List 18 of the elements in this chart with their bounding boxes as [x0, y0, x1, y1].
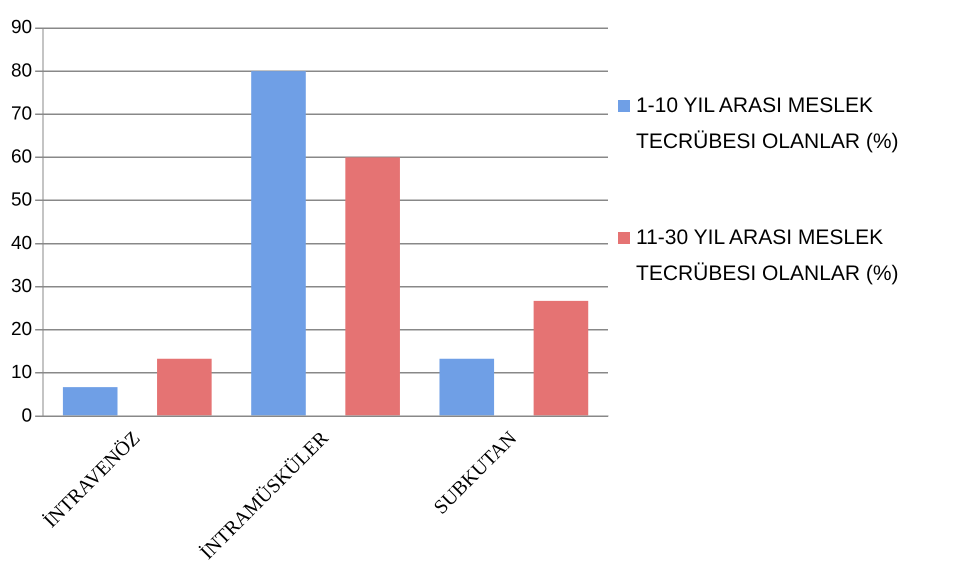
y-tick-label: 30 [10, 276, 32, 297]
legend-label: 1-10 YIL ARASI MESLEK TECRÜBESI OLANLAR (%) [636, 93, 900, 155]
y-tick-label: 90 [10, 17, 32, 38]
y-tick-label: 20 [10, 319, 32, 340]
y-tick-label: 50 [10, 190, 32, 211]
y-tick-label: 0 [22, 405, 32, 426]
bar [439, 358, 494, 416]
bar [534, 300, 588, 416]
bar [62, 387, 118, 416]
y-tick-label: 80 [10, 60, 32, 82]
legend-label: 11-30 YIL ARASI MESLEK TECRÜBESI OLANLAR (%) [636, 225, 900, 287]
y-tick-label: 70 [10, 103, 32, 124]
y-tick-label: 40 [10, 232, 32, 254]
y-tick-label: 10 [10, 362, 32, 384]
y-tick-label: 60 [10, 146, 32, 168]
bar [157, 358, 212, 416]
bar [251, 71, 306, 416]
bar [345, 157, 400, 416]
